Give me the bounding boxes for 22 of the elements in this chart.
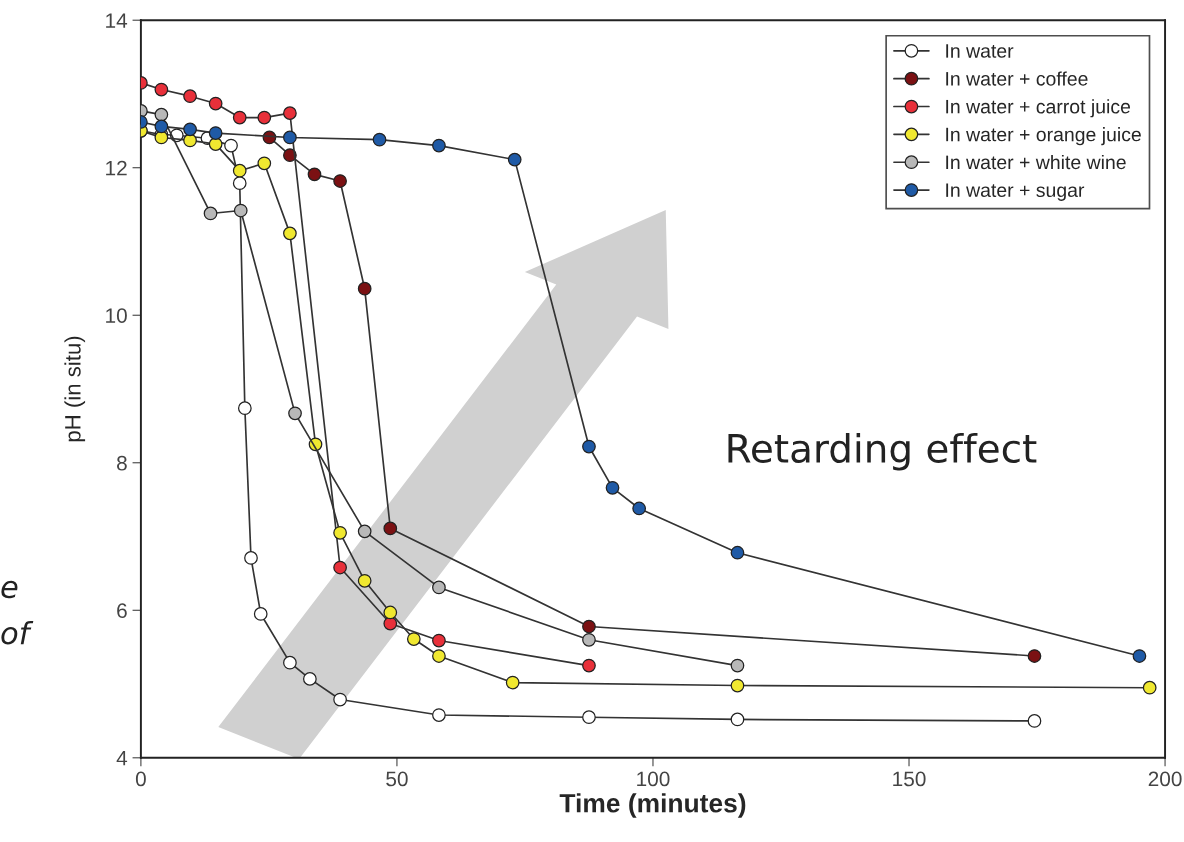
x-tick-label: 200 (1148, 771, 1182, 787)
x-axis-title: Time (minutes) (559, 793, 746, 818)
annotation: Retarding effect (728, 432, 1037, 471)
legend-label: In water + sugar (946, 183, 1085, 201)
legend-label: In water (946, 44, 1014, 58)
legend-label: In water + white wine (946, 154, 1126, 170)
x-tick-label: 0 (135, 771, 146, 787)
text: e (1, 580, 18, 599)
x-tick-label: 150 (893, 771, 926, 787)
y-tick-label: 8 (117, 455, 127, 471)
y-tick-label: 6 (117, 603, 127, 619)
y-tick-label: 14 (106, 13, 128, 28)
y-axis-title: pH (in situ) (64, 336, 86, 442)
y-tick-label: 12 (106, 160, 127, 176)
y-tick-label: 10 (106, 308, 127, 323)
y-tick-label: 4 (116, 751, 128, 766)
legend-label: In water + carrot juice (946, 99, 1131, 118)
x-tick-label: 50 (386, 771, 408, 787)
legend-label: In water + coffee (946, 71, 1088, 86)
text: of (1, 620, 34, 645)
x-tick-label: 100 (637, 771, 670, 787)
legend-label: In water + orange juice (946, 127, 1141, 146)
